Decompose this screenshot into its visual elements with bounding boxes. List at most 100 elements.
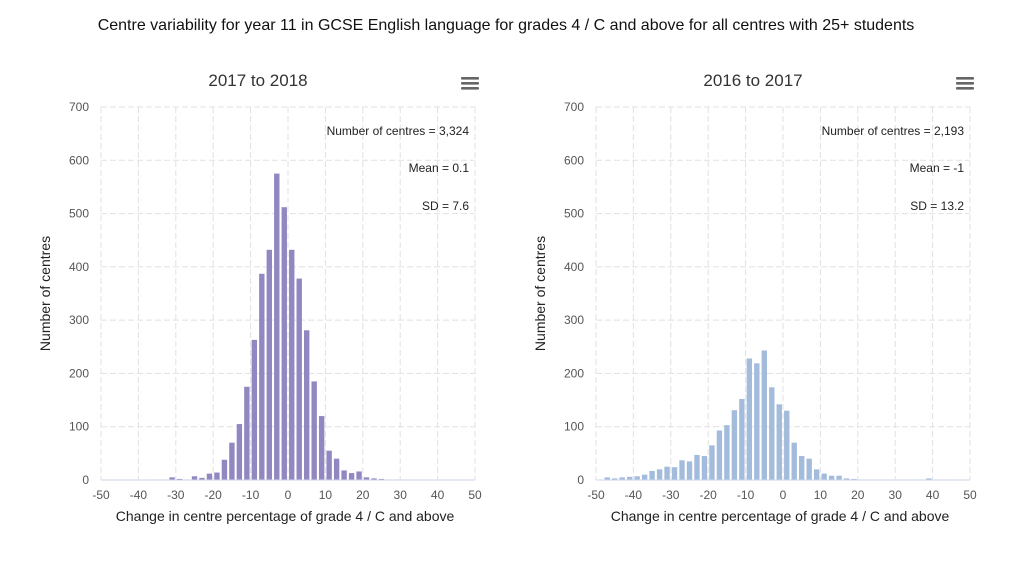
histogram-bar[interactable]: [761, 350, 767, 480]
histogram-bar[interactable]: [724, 425, 730, 480]
histogram-bar[interactable]: [649, 470, 655, 480]
y-axis-title: Number of centres: [532, 236, 548, 351]
histogram-bar[interactable]: [333, 458, 340, 480]
histogram-bar[interactable]: [671, 467, 678, 480]
y-tick-label: 100: [564, 420, 584, 434]
histogram-bar[interactable]: [701, 456, 708, 480]
chart-annotation: Number of centres = 2,193: [822, 124, 965, 138]
x-tick-label: -20: [700, 488, 718, 502]
histogram-bar[interactable]: [686, 461, 693, 480]
histogram-bar[interactable]: [626, 476, 633, 480]
histogram-bar[interactable]: [836, 475, 842, 480]
histogram-bar[interactable]: [731, 410, 738, 480]
histogram-bar[interactable]: [229, 442, 235, 480]
histogram-bar[interactable]: [274, 173, 280, 480]
histogram-bar[interactable]: [739, 399, 745, 480]
x-tick-label: -40: [130, 488, 148, 502]
histogram-bar[interactable]: [709, 445, 715, 480]
x-tick-label: 10: [814, 488, 828, 502]
chart-annotation: SD = 13.2: [910, 199, 964, 213]
y-tick-label: 300: [69, 313, 89, 327]
x-tick-label: -30: [167, 488, 185, 502]
histogram-bar[interactable]: [694, 454, 700, 480]
histogram-bar[interactable]: [199, 477, 205, 480]
histogram-bar[interactable]: [363, 477, 370, 480]
hamburger-menu-icon[interactable]: [457, 73, 483, 95]
histogram-bar[interactable]: [813, 469, 820, 480]
x-tick-label: 0: [780, 488, 787, 502]
histogram-bar[interactable]: [251, 339, 258, 480]
y-tick-label: 500: [69, 207, 89, 221]
histogram-bar[interactable]: [356, 471, 362, 480]
histogram-bar[interactable]: [679, 460, 685, 480]
histogram-bar[interactable]: [656, 469, 663, 480]
histogram-bar[interactable]: [304, 330, 310, 480]
histogram-bar[interactable]: [326, 450, 332, 480]
x-tick-label: -10: [737, 488, 755, 502]
histogram-bar[interactable]: [746, 358, 753, 480]
x-tick-label: 50: [963, 488, 977, 502]
histogram-bar[interactable]: [371, 478, 377, 480]
chart-title: 2016 to 2017: [703, 71, 802, 90]
histogram-bar[interactable]: [926, 478, 932, 480]
histogram-bar[interactable]: [289, 249, 295, 480]
x-tick-label: -40: [625, 488, 643, 502]
hamburger-menu-icon[interactable]: [952, 73, 978, 95]
histogram-bar[interactable]: [776, 404, 782, 480]
histogram-bar[interactable]: [799, 456, 805, 480]
x-tick-label: -30: [662, 488, 680, 502]
x-tick-label: -20: [205, 488, 223, 502]
histogram-bar[interactable]: [206, 473, 213, 480]
histogram-bar[interactable]: [806, 458, 812, 480]
histogram-bar[interactable]: [281, 207, 287, 481]
histogram-bar[interactable]: [259, 273, 265, 480]
histogram-bar[interactable]: [378, 478, 385, 480]
histogram-bar[interactable]: [236, 424, 243, 480]
chart-annotation: SD = 7.6: [422, 199, 469, 213]
chart-annotation: Number of centres = 3,324: [327, 124, 470, 138]
y-tick-label: 400: [564, 260, 584, 274]
histogram-bar[interactable]: [604, 477, 610, 480]
y-tick-label: 200: [69, 366, 89, 380]
histogram-bar[interactable]: [664, 466, 670, 480]
histogram-bar[interactable]: [619, 477, 625, 480]
histogram-bar[interactable]: [266, 249, 272, 480]
histogram-bar[interactable]: [769, 387, 775, 480]
x-tick-label: 30: [889, 488, 903, 502]
y-tick-label: 500: [564, 207, 584, 221]
y-tick-label: 200: [564, 366, 584, 380]
y-tick-label: 700: [564, 100, 584, 114]
y-tick-label: 300: [564, 313, 584, 327]
histogram-bar[interactable]: [169, 477, 175, 480]
histogram-bar[interactable]: [348, 473, 355, 480]
histogram-bar[interactable]: [176, 478, 183, 480]
x-tick-label: 50: [468, 488, 482, 502]
histogram-bar[interactable]: [191, 476, 198, 480]
histogram-bar[interactable]: [828, 475, 835, 480]
x-tick-label: -50: [587, 488, 605, 502]
histogram-bar[interactable]: [214, 472, 220, 480]
histogram-bar[interactable]: [791, 442, 797, 480]
histogram-bar[interactable]: [311, 381, 317, 480]
histogram-bar[interactable]: [851, 478, 857, 480]
histogram-bar[interactable]: [318, 416, 325, 480]
histogram-bar[interactable]: [221, 459, 228, 480]
histogram-bar[interactable]: [784, 410, 790, 480]
x-axis-title: Change in centre percentage of grade 4 /…: [116, 508, 455, 524]
histogram-bar[interactable]: [641, 474, 648, 480]
histogram-bar[interactable]: [821, 473, 827, 480]
histogram-bar[interactable]: [296, 278, 302, 480]
y-tick-label: 100: [69, 420, 89, 434]
chart-annotation: Mean = -1: [910, 161, 965, 175]
x-axis-title: Change in centre percentage of grade 4 /…: [611, 508, 950, 524]
histogram-bar[interactable]: [716, 430, 723, 480]
y-tick-label: 700: [69, 100, 89, 114]
histogram-bar[interactable]: [341, 470, 347, 480]
histogram-bar[interactable]: [612, 478, 618, 480]
histogram-bar[interactable]: [843, 478, 850, 480]
histogram-bar[interactable]: [634, 476, 640, 480]
histogram-bar[interactable]: [754, 363, 760, 480]
histogram-bar[interactable]: [244, 386, 250, 480]
